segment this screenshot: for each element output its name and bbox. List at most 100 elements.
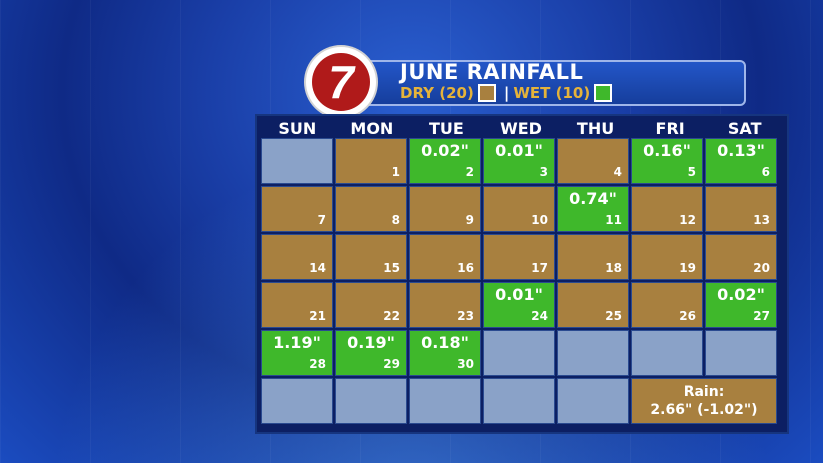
legend-dry-label: DRY (20)	[400, 84, 474, 102]
empty-cell	[409, 378, 481, 424]
day-number: 15	[383, 261, 400, 275]
day-cell-21: 21	[261, 282, 333, 328]
page-title: JUNE RAINFALL	[400, 60, 584, 84]
day-number: 17	[531, 261, 548, 275]
day-number: 28	[309, 357, 326, 371]
day-number: 24	[531, 309, 548, 323]
day-number: 26	[679, 309, 696, 323]
day-cell-10: 10	[483, 186, 555, 232]
day-number: 25	[605, 309, 622, 323]
day-cell-23: 23	[409, 282, 481, 328]
day-cell-18: 18	[557, 234, 629, 280]
empty-cell	[335, 378, 407, 424]
day-number: 9	[465, 213, 474, 227]
day-number: 8	[391, 213, 400, 227]
rain-amount: 0.74"	[569, 189, 617, 208]
weekday-thu: THU	[576, 119, 615, 138]
day-number: 14	[309, 261, 326, 275]
day-cell-29: 0.19" 29	[335, 330, 407, 376]
empty-cell	[557, 330, 629, 376]
empty-cell	[261, 138, 333, 184]
wet-swatch	[594, 84, 613, 102]
day-cell-28: 1.19" 28	[261, 330, 333, 376]
empty-cell	[483, 330, 555, 376]
day-cell-4: 4	[557, 138, 629, 184]
rain-total-value: 2.66" (-1.02")	[650, 402, 758, 418]
day-number: 21	[309, 309, 326, 323]
day-number: 23	[457, 309, 474, 323]
day-number: 1	[391, 165, 400, 179]
empty-cell	[557, 378, 629, 424]
day-number: 11	[605, 213, 622, 227]
legend-wet-label: WET (10)	[513, 84, 591, 102]
day-number: 22	[383, 309, 400, 323]
day-cell-25: 25	[557, 282, 629, 328]
channel-7-icon: 7	[312, 53, 370, 111]
day-number: 30	[457, 357, 474, 371]
legend-separator: |	[503, 84, 510, 102]
calendar-grid: 1 0.02" 2 0.01" 3 4 0.16" 5 0.13" 6 7 8 9 10 0.74" 11 12…	[261, 138, 777, 424]
rain-amount: 0.02"	[717, 285, 765, 304]
day-cell-1: 1	[335, 138, 407, 184]
day-cell-17: 17	[483, 234, 555, 280]
day-number: 29	[383, 357, 400, 371]
day-cell-3: 0.01" 3	[483, 138, 555, 184]
rain-amount: 0.01"	[495, 285, 543, 304]
day-number: 6	[761, 165, 770, 179]
dry-swatch	[477, 84, 496, 102]
day-number: 5	[687, 165, 696, 179]
day-number: 7	[317, 213, 326, 227]
rain-amount: 0.02"	[421, 141, 469, 160]
header-banner	[325, 60, 746, 106]
rain-total-label: Rain:	[683, 384, 725, 400]
day-number: 19	[679, 261, 696, 275]
day-cell-6: 0.13" 6	[705, 138, 777, 184]
weekday-tue: TUE	[429, 119, 464, 138]
day-number: 12	[679, 213, 696, 227]
weekday-fri: FRI	[655, 119, 685, 138]
weekday-mon: MON	[350, 119, 394, 138]
day-cell-26: 26	[631, 282, 703, 328]
station-logo: 7	[306, 47, 376, 117]
rain-total: Rain: 2.66" (-1.02")	[631, 378, 777, 424]
day-cell-9: 9	[409, 186, 481, 232]
day-cell-30: 0.18" 30	[409, 330, 481, 376]
rain-amount: 1.19"	[273, 333, 321, 352]
day-cell-13: 13	[705, 186, 777, 232]
empty-cell	[261, 378, 333, 424]
day-cell-24: 0.01" 24	[483, 282, 555, 328]
day-cell-2: 0.02" 2	[409, 138, 481, 184]
weekday-sun: SUN	[278, 119, 317, 138]
empty-cell	[705, 330, 777, 376]
rain-amount: 0.13"	[717, 141, 765, 160]
day-cell-8: 8	[335, 186, 407, 232]
day-cell-12: 12	[631, 186, 703, 232]
day-cell-15: 15	[335, 234, 407, 280]
day-number: 27	[753, 309, 770, 323]
day-cell-7: 7	[261, 186, 333, 232]
day-number: 10	[531, 213, 548, 227]
day-cell-20: 20	[705, 234, 777, 280]
legend: DRY (20) | WET (10)	[400, 84, 616, 102]
day-cell-5: 0.16" 5	[631, 138, 703, 184]
rainfall-calendar: SUN MON TUE WED THU FRI SAT 1 0.02" 2 0.01" 3 4 0.16…	[255, 114, 789, 434]
rain-amount: 0.18"	[421, 333, 469, 352]
day-number: 3	[539, 165, 548, 179]
weekday-header: SUN MON TUE WED THU FRI SAT	[260, 118, 782, 140]
day-number: 4	[613, 165, 622, 179]
day-number: 20	[753, 261, 770, 275]
weekday-wed: WED	[500, 119, 542, 138]
day-cell-22: 22	[335, 282, 407, 328]
rain-amount: 0.01"	[495, 141, 543, 160]
weekday-sat: SAT	[727, 119, 762, 138]
rain-amount: 0.19"	[347, 333, 395, 352]
day-cell-11: 0.74" 11	[557, 186, 629, 232]
day-number: 2	[465, 165, 474, 179]
day-number: 13	[753, 213, 770, 227]
day-number: 16	[457, 261, 474, 275]
day-cell-16: 16	[409, 234, 481, 280]
day-number: 18	[605, 261, 622, 275]
day-cell-14: 14	[261, 234, 333, 280]
empty-cell	[483, 378, 555, 424]
rain-amount: 0.16"	[643, 141, 691, 160]
